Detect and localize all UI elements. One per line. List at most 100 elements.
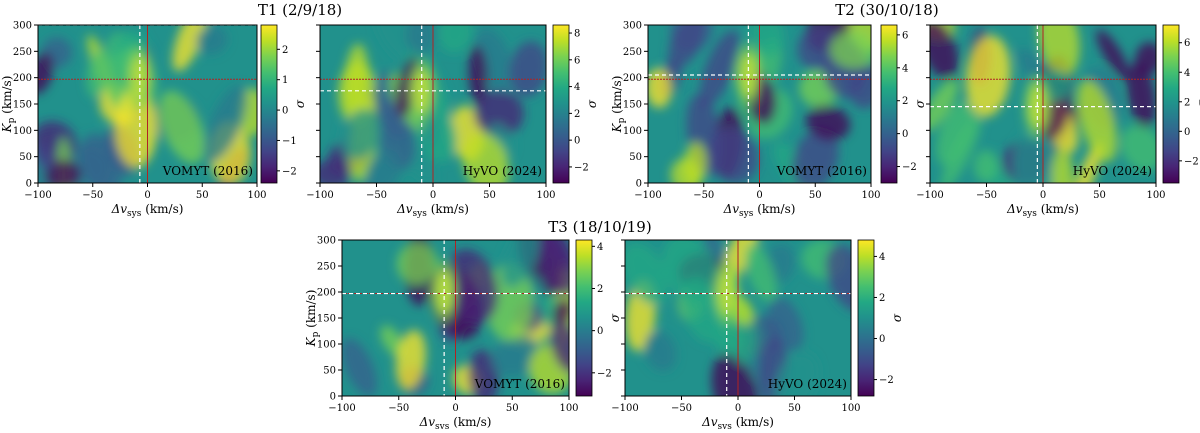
panel-label: VOMYT (2016) bbox=[162, 164, 253, 178]
y-tick-label: 100 bbox=[13, 126, 32, 137]
heatmap-body bbox=[38, 25, 257, 183]
heatmap-blob bbox=[825, 244, 851, 312]
colorbar bbox=[1162, 24, 1180, 184]
heatmap-blob bbox=[172, 25, 207, 72]
colorbar-tick-label: 6 bbox=[574, 55, 580, 66]
colorbar-tick-label: 4 bbox=[879, 252, 885, 263]
colorbar-tick-label: 4 bbox=[574, 82, 580, 93]
heatmap-blob bbox=[708, 127, 759, 183]
colorbar bbox=[552, 24, 570, 184]
heatmap-blob bbox=[711, 353, 759, 396]
heatmap-field bbox=[930, 25, 1156, 183]
x-axis-label-unit: (km/s) bbox=[449, 415, 491, 429]
colorbar-tick-label: 6 bbox=[902, 30, 908, 41]
x-tick-label: −50 bbox=[976, 190, 997, 201]
panel-2: VOMYT (2016) −100 −50 0 50 100 0 50 100 150 200 250… bbox=[610, 21, 927, 220]
x-tick-label: 0 bbox=[735, 403, 741, 414]
heatmap-blob bbox=[644, 330, 677, 372]
heatmap-blob bbox=[930, 25, 959, 80]
panel-0: VOMYT (2016) −100 −50 0 50 100 0 50 100 150 200 250… bbox=[0, 21, 307, 220]
panel-4: VOMYT (2016) −100 −50 0 50 100 0 50 100 150 200 250… bbox=[304, 236, 622, 433]
y-tick-label: 150 bbox=[317, 314, 336, 325]
colorbar bbox=[260, 24, 278, 184]
x-tick-label: 100 bbox=[247, 190, 266, 201]
x-tick-label: 100 bbox=[1146, 190, 1165, 201]
x-axis-label-sub: sys bbox=[718, 422, 733, 429]
colorbar-label: σ bbox=[585, 99, 599, 108]
heatmap-blob bbox=[195, 25, 228, 55]
panel-label: VOMYT (2016) bbox=[776, 164, 867, 178]
y-axis-label-main: K bbox=[304, 336, 318, 347]
y-axis-label-main: K bbox=[0, 122, 14, 133]
colorbar-tick-label: 1 bbox=[282, 75, 288, 86]
colorbar-tick-label: 2 bbox=[282, 45, 288, 56]
colorbar-tick-label: 0 bbox=[574, 136, 580, 147]
heatmap-blob bbox=[1096, 29, 1130, 80]
heatmap-blob bbox=[380, 325, 405, 357]
y-tick-label: 0 bbox=[636, 179, 642, 190]
colorbar-tick-label: 8 bbox=[574, 29, 580, 40]
x-axis-label-main: Δv bbox=[1006, 202, 1023, 216]
group-title-t3: T3 (18/10/19) bbox=[548, 218, 651, 236]
heatmap-blob bbox=[485, 263, 533, 342]
y-tick-label: 200 bbox=[623, 73, 642, 84]
x-axis-label-sub: sys bbox=[413, 209, 428, 219]
panel-3: HyVO (2024) −100 −50 0 50 100 Δvsys (km/s) −2 0 2… bbox=[916, 24, 1200, 219]
y-tick-label: 300 bbox=[623, 21, 642, 32]
colorbar-tick-label: 0 bbox=[902, 129, 908, 140]
colorbar-tick-label: 0 bbox=[597, 326, 603, 337]
x-axis-label-unit: (km/s) bbox=[753, 202, 795, 216]
heatmap-blob bbox=[86, 49, 110, 98]
colorbar-label: σ bbox=[608, 313, 622, 322]
y-axis-label: Kp (km/s) bbox=[0, 76, 17, 134]
heatmap-blob bbox=[320, 160, 351, 183]
y-tick-label: 50 bbox=[19, 152, 32, 163]
panel-label: VOMYT (2016) bbox=[474, 377, 565, 391]
heatmap-blob bbox=[158, 90, 205, 164]
heatmap-blob bbox=[491, 334, 540, 377]
colorbar-tick-label: 0 bbox=[282, 106, 288, 117]
y-axis-label-sub: p bbox=[311, 331, 321, 337]
x-axis-label: Δvsys (km/s) bbox=[111, 202, 184, 219]
x-tick-label: −100 bbox=[916, 190, 943, 201]
colorbar-tick-label: −1 bbox=[282, 136, 297, 147]
x-tick-label: −50 bbox=[82, 190, 103, 201]
colorbar-tick-label: −2 bbox=[574, 162, 589, 173]
heatmap-field bbox=[320, 25, 546, 183]
x-tick-label: 50 bbox=[483, 190, 496, 201]
heatmap-blob bbox=[668, 25, 706, 68]
x-axis-label: Δvsys (km/s) bbox=[1006, 202, 1079, 219]
heatmap-blob bbox=[340, 108, 382, 160]
heatmap-blob bbox=[748, 25, 784, 57]
heatmap-blob bbox=[940, 114, 982, 183]
x-tick-label: 50 bbox=[506, 403, 519, 414]
x-tick-label: 0 bbox=[144, 190, 150, 201]
x-axis-label-main: Δv bbox=[701, 415, 718, 429]
heatmap-blob bbox=[203, 85, 248, 163]
heatmap-blob bbox=[549, 321, 569, 374]
heatmap-blob bbox=[965, 35, 1011, 118]
heatmap-blob bbox=[936, 101, 974, 166]
x-tick-label: −100 bbox=[634, 190, 661, 201]
colorbar-tick-label: 2 bbox=[902, 96, 908, 107]
x-axis-label-unit: (km/s) bbox=[427, 202, 469, 216]
x-axis-label-sub: sys bbox=[127, 209, 142, 219]
heatmap-blob bbox=[462, 132, 510, 183]
y-axis-label-sub: p bbox=[7, 117, 17, 123]
x-axis-label-main: Δv bbox=[111, 202, 128, 216]
colorbar-tick-label: −2 bbox=[282, 166, 297, 177]
y-tick-label: 300 bbox=[13, 21, 32, 32]
colorbar bbox=[575, 239, 593, 397]
heatmap-body bbox=[930, 25, 1156, 183]
heatmap-blob bbox=[774, 352, 819, 396]
heatmap-blob bbox=[38, 52, 54, 95]
heatmap-blob bbox=[539, 240, 569, 296]
y-tick-label: 150 bbox=[623, 100, 642, 111]
x-axis-label: Δvsys (km/s) bbox=[419, 415, 492, 429]
colorbar-tick-label: 4 bbox=[1184, 68, 1190, 79]
y-axis-label-unit: (km/s) bbox=[610, 76, 624, 118]
x-tick-label: 0 bbox=[430, 190, 436, 201]
y-axis-label: Kp (km/s) bbox=[304, 290, 321, 348]
heatmap-blob bbox=[1120, 125, 1156, 172]
x-tick-label: −50 bbox=[388, 403, 409, 414]
